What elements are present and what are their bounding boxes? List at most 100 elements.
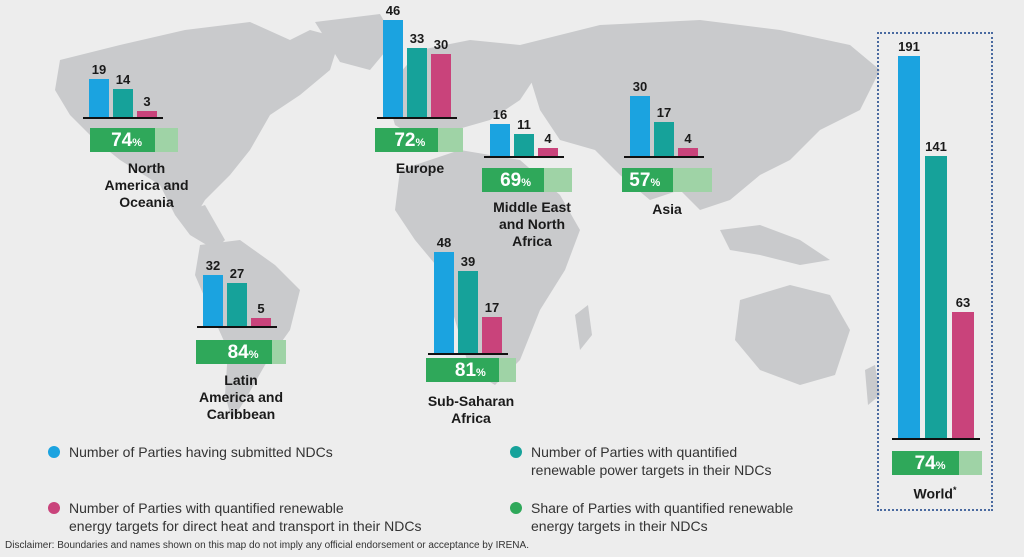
europe-share-value: 72% — [394, 130, 425, 152]
middle-east-and-north-africa-share-fill — [482, 168, 545, 192]
europe-value-heat_transport: 30 — [433, 37, 449, 52]
latin-america-and-caribbean-share-fill — [196, 340, 272, 364]
north-america-and-oceania-share-number: 74 — [111, 130, 133, 151]
north-america-and-oceania-share-unit: % — [132, 137, 143, 149]
middle-east-and-north-africa-label: Middle East and North Africa — [477, 199, 587, 250]
sub-saharan-africa-label-text: Sub-Saharan Africa — [427, 393, 515, 426]
north-america-and-oceania-value-submitted: 19 — [91, 62, 107, 77]
sub-saharan-africa-share-unit: % — [476, 367, 486, 379]
sub-saharan-africa-value-heat_transport: 17 — [484, 300, 500, 316]
north-america-and-oceania-share-fill — [90, 128, 156, 152]
sub-saharan-africa-value-submitted: 48 — [436, 235, 452, 251]
world-value-submitted: 191 — [898, 39, 920, 54]
sub-saharan-africa-bar-power — [458, 271, 478, 353]
legend-dot-power — [510, 446, 522, 458]
middle-east-and-north-africa-bar-power — [514, 134, 534, 156]
latin-america-and-caribbean-bar-submitted — [203, 274, 223, 326]
world-value-power: 141 — [925, 139, 947, 154]
sub-saharan-africa-share-value: 81% — [455, 360, 486, 382]
legend-dot-heat_transport — [48, 502, 60, 514]
legend-dot-submitted — [48, 446, 60, 458]
middle-east-and-north-africa-bar-submitted — [490, 124, 510, 156]
europe-value-submitted: 46 — [385, 3, 401, 19]
north-america-and-oceania-bar-heat_transport — [137, 111, 157, 117]
middle-east-and-north-africa-value-power: 11 — [517, 117, 531, 132]
world-label-sup: * — [952, 485, 957, 495]
europe-bar-heat_transport — [431, 54, 451, 117]
middle-east-and-north-africa-share-value: 69% — [500, 170, 531, 192]
europe-label-text: Europe — [395, 160, 445, 176]
north-america-and-oceania-bar-power — [113, 89, 133, 117]
latin-america-and-caribbean-baseline — [197, 326, 277, 328]
latin-america-and-caribbean-share-bar: 84% — [196, 340, 286, 364]
asia-share-bar: 57% — [622, 168, 712, 192]
sub-saharan-africa-share-number: 81 — [454, 360, 477, 381]
world-share-value: 74% — [915, 453, 946, 475]
sub-saharan-africa-bar-submitted — [434, 252, 454, 353]
europe-baseline — [377, 117, 457, 119]
middle-east-and-north-africa-bar-heat_transport — [538, 148, 558, 156]
world-share-bar: 74% — [892, 451, 982, 475]
europe-value-power: 33 — [409, 30, 425, 46]
legend-dot-share — [510, 502, 522, 514]
world-bar-power — [925, 156, 947, 438]
asia-label: Asia — [612, 201, 722, 218]
world-label-text: World — [913, 485, 953, 502]
latin-america-and-caribbean-share-value: 84% — [228, 342, 259, 364]
europe-bar-power — [407, 47, 427, 117]
sub-saharan-africa-share-fill — [426, 358, 499, 382]
latin-america-and-caribbean-bar-power — [227, 282, 247, 326]
north-america-and-oceania-value-power: 14 — [115, 72, 131, 87]
middle-east-and-north-africa-share-number: 69 — [500, 170, 522, 191]
middle-east-and-north-africa-label-text: Middle East and North Africa — [493, 199, 571, 249]
legend-text-power: Number of Parties with quantified renewa… — [531, 444, 772, 478]
asia-value-power: 17 — [656, 105, 672, 120]
asia-bar-heat_transport — [678, 148, 698, 156]
latin-america-and-caribbean-share-unit: % — [248, 349, 259, 361]
middle-east-and-north-africa-share-bar: 69% — [482, 168, 572, 192]
north-america-and-oceania-label: North America and Oceania — [89, 160, 204, 211]
sub-saharan-africa-label: Sub-Saharan Africa — [416, 393, 526, 427]
asia-value-submitted: 30 — [632, 79, 648, 94]
north-america-and-oceania-bar-submitted — [89, 79, 109, 117]
sub-saharan-africa-bar-heat_transport — [482, 317, 502, 353]
world-bar-heat_transport — [952, 312, 974, 438]
asia-share-unit: % — [650, 177, 661, 189]
legend-text-heat_transport: Number of Parties with quantified renewa… — [69, 500, 422, 534]
legend-text-share: Share of Parties with quantified renewab… — [531, 500, 794, 534]
world-baseline — [892, 438, 980, 440]
asia-bar-submitted — [630, 96, 650, 156]
asia-value-heat_transport: 4 — [684, 131, 692, 146]
disclaimer: Disclaimer: Boundaries and names shown o… — [5, 540, 529, 551]
europe-share-fill — [375, 128, 439, 152]
europe-share-bar: 72% — [375, 128, 463, 152]
europe-label: Europe — [365, 160, 475, 177]
asia-bar-power — [654, 122, 674, 156]
legend-text-submitted: Number of Parties having submitted NDCs — [69, 444, 333, 460]
europe-bar-submitted — [383, 20, 403, 117]
latin-america-and-caribbean-value-heat_transport: 5 — [257, 301, 265, 316]
world-value-heat_transport: 63 — [955, 295, 971, 310]
europe-share-number: 72 — [394, 130, 416, 151]
sub-saharan-africa-share-bar: 81% — [426, 358, 516, 382]
sub-saharan-africa-value-power: 39 — [460, 254, 476, 270]
asia-share-fill — [622, 168, 674, 192]
north-america-and-oceania-label-text: North America and Oceania — [104, 160, 189, 210]
world-share-number: 74 — [914, 453, 936, 474]
world-bar-submitted — [898, 56, 920, 438]
north-america-and-oceania-share-value: 74% — [111, 130, 142, 152]
latin-america-and-caribbean-bar-heat_transport — [251, 318, 271, 326]
middle-east-and-north-africa-value-heat_transport: 4 — [544, 131, 552, 146]
asia-label-text: Asia — [652, 201, 682, 217]
north-america-and-oceania-value-heat_transport: 3 — [143, 94, 151, 109]
middle-east-and-north-africa-baseline — [484, 156, 564, 158]
europe-share-unit: % — [415, 137, 426, 149]
middle-east-and-north-africa-value-submitted: 16 — [492, 107, 508, 122]
asia-baseline — [624, 156, 704, 158]
world-share-fill — [892, 451, 959, 475]
middle-east-and-north-africa-share-unit: % — [521, 177, 532, 189]
latin-america-and-caribbean-label: Latin America and Caribbean — [186, 372, 296, 423]
north-america-and-oceania-share-bar: 74% — [90, 128, 178, 152]
